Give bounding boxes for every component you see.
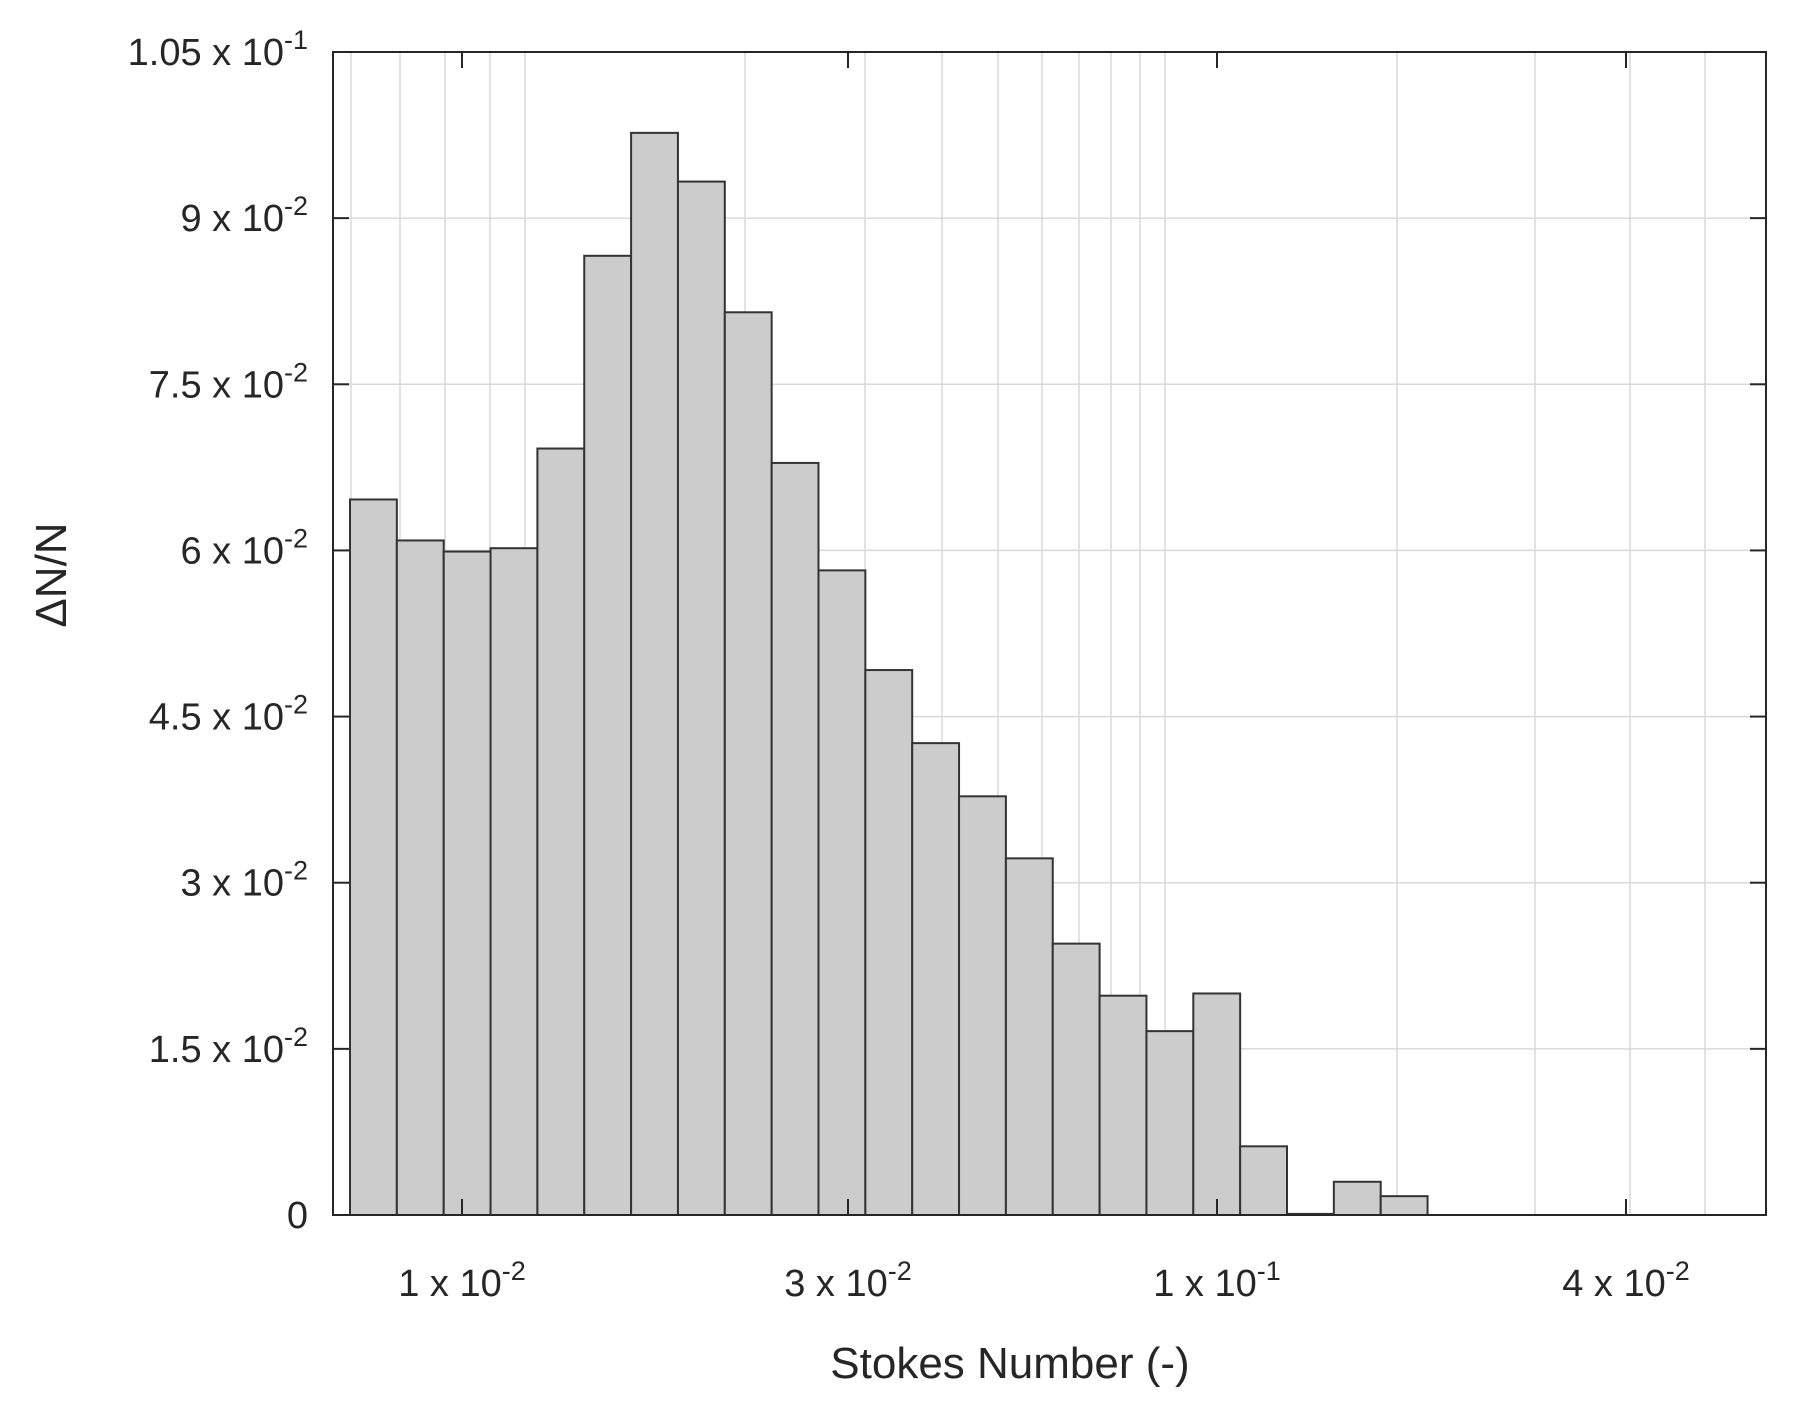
x-tick-exponent: -2 — [888, 1256, 912, 1286]
x-tick-label: 3 x 10-2 — [784, 1256, 912, 1305]
y-tick-exponent: -2 — [284, 690, 308, 720]
y-tick-label: 0 — [287, 1195, 308, 1237]
x-axis-title: Stokes Number (-) — [830, 1339, 1189, 1388]
histogram-bar — [676, 180, 726, 1217]
histogram-bar — [442, 550, 492, 1216]
y-tick-label: 3 x 10-2 — [180, 856, 308, 905]
y-tick-label: 1.5 x 10-2 — [149, 1022, 308, 1071]
histogram-bar — [1239, 1145, 1289, 1216]
histogram-bar — [817, 569, 867, 1216]
y-tick-mantissa: 4.5 x 10 — [149, 697, 284, 739]
histogram-bar — [1004, 857, 1054, 1216]
histogram-bar — [1051, 942, 1101, 1216]
axis-ticks — [333, 51, 1766, 1216]
histogram-bar — [1332, 1180, 1382, 1217]
x-tick-exponent: -2 — [502, 1256, 526, 1286]
y-tick-exponent: -1 — [284, 25, 308, 55]
y-tick-label: 4.5 x 10-2 — [149, 690, 308, 739]
y-tick-labels: 01.5 x 10-23 x 10-24.5 x 10-26 x 10-27.5… — [128, 25, 308, 1237]
bars — [349, 131, 1429, 1217]
histogram-bar — [958, 795, 1007, 1216]
plot-frame — [332, 51, 1767, 1216]
histogram-bar — [911, 742, 961, 1217]
y-tick-mantissa: 7.5 x 10 — [149, 364, 284, 406]
x-tick-mantissa: 3 x 10 — [784, 1263, 888, 1305]
x-tick-mantissa: 4 x 10 — [1562, 1263, 1666, 1305]
histogram-bar — [349, 498, 398, 1217]
histogram-bar — [489, 547, 539, 1216]
y-tick-label: 9 x 10-2 — [180, 191, 308, 240]
x-tick-label: 4 x 10-2 — [1562, 1256, 1690, 1305]
x-tick-label: 1 x 10-1 — [1153, 1256, 1281, 1305]
histogram-bar — [864, 669, 914, 1216]
y-tick-exponent: -2 — [284, 1022, 308, 1052]
grid-lines — [333, 52, 1766, 1215]
y-tick-mantissa: 6 x 10 — [180, 530, 284, 572]
histogram-bar — [1098, 994, 1148, 1216]
x-tick-mantissa: 1 x 10 — [398, 1263, 502, 1305]
histogram-bar — [1145, 1030, 1195, 1217]
histogram-bar — [1192, 992, 1242, 1216]
y-tick-mantissa: 1.05 x 10 — [128, 32, 284, 74]
x-tick-labels: 1 x 10-2 3 x 10-2 1 x 10-1 4 x 10-2 — [398, 1256, 1690, 1305]
y-tick-mantissa: 3 x 10 — [180, 863, 284, 905]
histogram-bar — [1379, 1195, 1429, 1217]
histogram-bar — [395, 539, 445, 1216]
y-tick-mantissa: 0 — [287, 1195, 308, 1237]
y-tick-label: 7.5 x 10-2 — [149, 357, 308, 406]
histogram-bar — [723, 311, 773, 1217]
x-tick-label: 1 x 10-2 — [398, 1256, 526, 1305]
y-tick-exponent: -2 — [284, 191, 308, 221]
y-tick-exponent: -2 — [284, 856, 308, 886]
histogram-bar — [630, 131, 679, 1217]
x-tick-mantissa: 1 x 10 — [1153, 1263, 1257, 1305]
y-tick-label: 1.05 x 10-1 — [128, 25, 308, 74]
y-tick-label: 6 x 10-2 — [180, 523, 308, 572]
x-tick-exponent: -1 — [1257, 1256, 1281, 1286]
y-axis-title: ΔN/N — [27, 522, 76, 627]
y-tick-mantissa: 9 x 10 — [180, 198, 284, 240]
y-tick-exponent: -2 — [284, 523, 308, 553]
x-tick-exponent: -2 — [1666, 1256, 1690, 1286]
y-tick-exponent: -2 — [284, 357, 308, 387]
histogram-bar — [536, 447, 586, 1216]
y-tick-mantissa: 1.5 x 10 — [149, 1029, 284, 1071]
histogram-bar — [770, 461, 820, 1216]
histogram-bar — [583, 254, 633, 1217]
